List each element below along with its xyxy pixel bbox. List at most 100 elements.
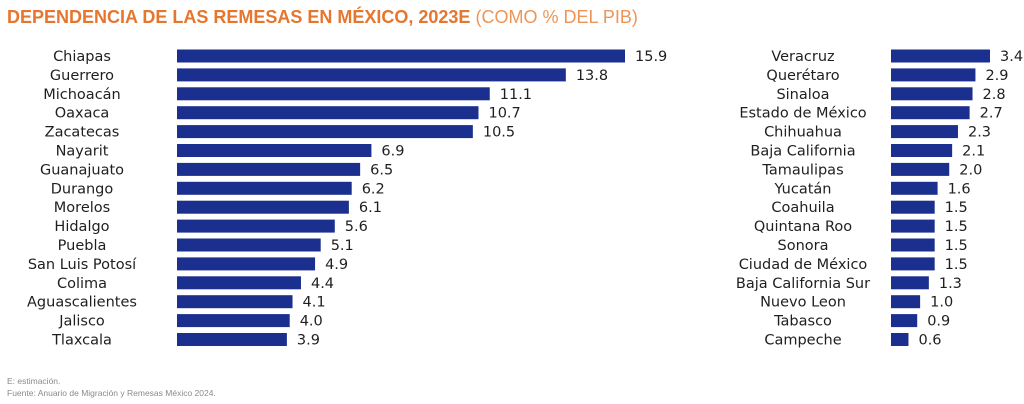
bar-right bbox=[891, 276, 929, 290]
bar-left bbox=[177, 333, 287, 346]
value-label: 3.4 bbox=[1000, 49, 1023, 65]
category-label: Aguascalientes bbox=[27, 295, 137, 311]
category-label: Puebla bbox=[58, 238, 107, 254]
value-label: 6.1 bbox=[359, 200, 382, 216]
category-label: Ciudad de México bbox=[739, 257, 868, 273]
category-label: Estado de México bbox=[739, 106, 866, 122]
value-label: 10.5 bbox=[483, 125, 515, 141]
value-label: 1.6 bbox=[948, 181, 971, 197]
category-label: Sinaloa bbox=[776, 87, 829, 103]
value-label: 3.9 bbox=[297, 333, 320, 349]
value-label: 1.5 bbox=[945, 200, 968, 216]
category-label: Veracruz bbox=[771, 49, 834, 65]
value-label: 2.0 bbox=[959, 162, 982, 178]
chart-panel-left: Chiapas 15.9 Guerrero 13.8 Michoacán 11.1 Oaxa… bbox=[27, 49, 667, 349]
value-label: 1.0 bbox=[930, 295, 953, 311]
category-label: Guanajuato bbox=[40, 162, 124, 178]
chart-title: DEPENDENCIA DE LAS REMESAS EN MÉXICO, 20… bbox=[7, 7, 638, 28]
bar-right bbox=[891, 106, 970, 120]
bar-left bbox=[177, 219, 335, 233]
category-label: Quintana Roo bbox=[754, 219, 852, 235]
chart-title-unit: (COMO % DEL PIB) bbox=[475, 7, 638, 27]
category-label: Querétaro bbox=[766, 68, 839, 84]
value-label: 1.5 bbox=[945, 238, 968, 254]
bar-right bbox=[891, 68, 976, 82]
bar-right bbox=[891, 219, 935, 233]
bar-left bbox=[177, 200, 349, 214]
category-label: Baja California Sur bbox=[736, 276, 870, 292]
value-label: 2.7 bbox=[980, 106, 1003, 122]
category-label: Oaxaca bbox=[55, 106, 110, 122]
value-label: 2.9 bbox=[985, 68, 1008, 84]
category-label: San Luis Potosí bbox=[28, 257, 137, 273]
category-label: Guerrero bbox=[50, 68, 114, 84]
value-label: 1.5 bbox=[945, 219, 968, 235]
bar-right bbox=[891, 200, 935, 214]
bar-right bbox=[891, 238, 935, 252]
footnote-source: Fuente: Anuario de Migración y Remesas M… bbox=[7, 388, 216, 398]
bar-right bbox=[891, 49, 990, 63]
value-label: 10.7 bbox=[488, 106, 520, 122]
category-label: Chiapas bbox=[53, 49, 111, 65]
category-label: Tabasco bbox=[773, 314, 832, 330]
bar-right bbox=[891, 314, 918, 328]
bar-left bbox=[177, 144, 372, 157]
bar-right bbox=[891, 333, 909, 346]
bar-right bbox=[891, 295, 921, 309]
value-label: 2.8 bbox=[983, 87, 1006, 103]
bar-right bbox=[891, 125, 958, 139]
bar-left bbox=[177, 125, 473, 139]
category-label: Tamaulipas bbox=[761, 162, 843, 178]
category-label: Morelos bbox=[54, 200, 110, 216]
bar-left bbox=[177, 106, 479, 120]
value-label: 5.1 bbox=[331, 238, 354, 254]
bar-right bbox=[891, 144, 953, 157]
value-label: 13.8 bbox=[576, 68, 608, 84]
bar-right bbox=[891, 181, 938, 195]
category-label: Sonora bbox=[778, 238, 829, 254]
category-label: Campeche bbox=[764, 333, 841, 349]
footnote-estimate: E: estimación. bbox=[7, 376, 61, 386]
chart-panel-right: Veracruz 3.4 Querétaro 2.9 Sinaloa 2.8 Estado … bbox=[736, 49, 1023, 349]
category-label: Colima bbox=[57, 276, 107, 292]
value-label: 5.6 bbox=[345, 219, 368, 235]
value-label: 6.9 bbox=[381, 144, 404, 160]
bar-left bbox=[177, 276, 301, 290]
value-label: 2.3 bbox=[968, 125, 991, 141]
category-label: Baja California bbox=[750, 144, 855, 160]
value-label: 4.4 bbox=[311, 276, 334, 292]
value-label: 1.5 bbox=[945, 257, 968, 273]
bar-right bbox=[891, 87, 973, 101]
category-label: Michoacán bbox=[43, 87, 121, 103]
value-label: 2.1 bbox=[962, 144, 985, 160]
value-label: 11.1 bbox=[500, 87, 532, 103]
category-label: Chihuahua bbox=[764, 125, 842, 141]
category-label: Yucatán bbox=[773, 181, 831, 197]
chart-title-main: DEPENDENCIA DE LAS REMESAS EN MÉXICO, 20… bbox=[7, 7, 471, 27]
value-label: 6.2 bbox=[362, 181, 385, 197]
bar-left bbox=[177, 49, 625, 63]
bar-left bbox=[177, 314, 290, 328]
category-label: Tlaxcala bbox=[51, 333, 112, 349]
bar-left bbox=[177, 68, 566, 82]
category-label: Coahuila bbox=[771, 200, 834, 216]
category-label: Nayarit bbox=[56, 144, 109, 160]
category-label: Zacatecas bbox=[45, 125, 120, 141]
value-label: 15.9 bbox=[635, 49, 667, 65]
value-label: 6.5 bbox=[370, 162, 393, 178]
bar-left bbox=[177, 238, 321, 252]
value-label: 4.1 bbox=[303, 295, 326, 311]
value-label: 1.3 bbox=[939, 276, 962, 292]
value-label: 0.6 bbox=[918, 333, 941, 349]
value-label: 4.0 bbox=[300, 314, 323, 330]
category-label: Jalisco bbox=[58, 314, 105, 330]
bar-right bbox=[891, 257, 935, 271]
bar-left bbox=[177, 162, 361, 176]
category-label: Nuevo Leon bbox=[760, 295, 846, 311]
bar-right bbox=[891, 162, 950, 176]
bar-left bbox=[177, 295, 293, 309]
bar-left bbox=[177, 87, 490, 101]
category-label: Durango bbox=[51, 181, 114, 197]
value-label: 4.9 bbox=[325, 257, 348, 273]
